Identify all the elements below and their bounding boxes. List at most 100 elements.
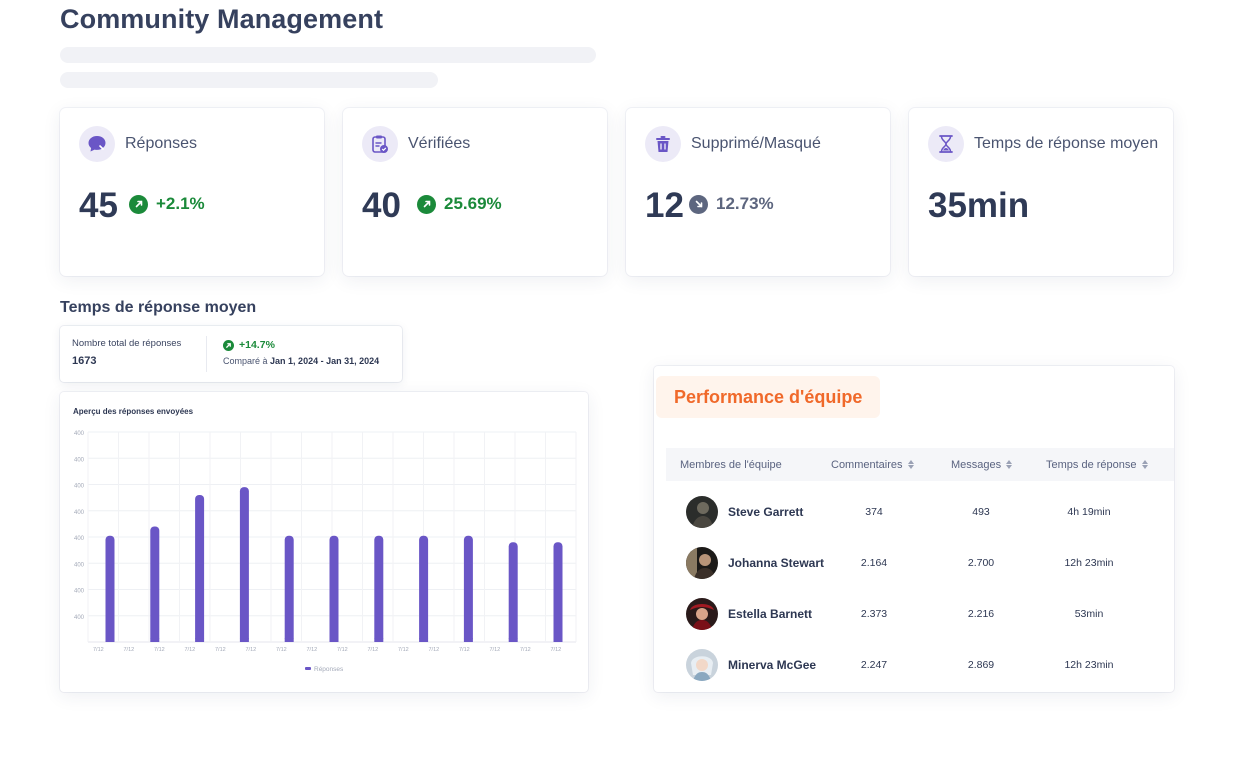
avatar bbox=[686, 598, 718, 630]
bar bbox=[374, 535, 384, 642]
clipboard-check-icon bbox=[362, 126, 398, 162]
sort-icon[interactable] bbox=[1141, 460, 1148, 469]
arrow-down-right-icon bbox=[689, 194, 708, 214]
summary-trend-value: +14.7% bbox=[239, 339, 275, 351]
x-tick-label: 7/12 bbox=[215, 647, 226, 653]
arrow-up-right-icon bbox=[223, 339, 234, 351]
x-tick-label: 7/12 bbox=[551, 647, 562, 653]
kpi-label: Temps de réponse moyen bbox=[974, 135, 1159, 152]
kpi-value: 35min bbox=[928, 186, 1030, 225]
col-messages[interactable]: Messages bbox=[951, 448, 1013, 481]
responses-chart-card: 400 400 400 400 400 400 400 400 7/12 7/12 7/12 7/12… bbox=[60, 392, 588, 692]
kpi-card-deleted: Supprimé/Masqué 12 12.73% bbox=[626, 108, 890, 276]
y-tick-label: 400 bbox=[74, 589, 85, 595]
comments-cell: 2.373 bbox=[860, 608, 888, 620]
col-response-time[interactable]: Temps de réponse bbox=[1046, 448, 1148, 481]
kpi-label: Réponses bbox=[125, 135, 198, 152]
bar bbox=[553, 542, 563, 642]
compare-range: Comparé à Jan 1, 2024 - Jan 31, 2024 bbox=[223, 356, 379, 366]
kpi-value: 12 bbox=[645, 186, 684, 225]
response-summary: Nombre total de réponses 1673 +14.7% Com… bbox=[60, 326, 402, 382]
skeleton-line bbox=[60, 47, 596, 63]
kpi-trend-value: +2.1% bbox=[156, 194, 205, 213]
compare-dates: Jan 1, 2024 - Jan 31, 2024 bbox=[270, 356, 380, 366]
x-tick-label: 7/12 bbox=[246, 647, 257, 653]
page-title: Community Management bbox=[60, 4, 384, 34]
bar bbox=[105, 535, 115, 642]
x-tick-label: 7/12 bbox=[337, 647, 348, 653]
y-tick-label: 400 bbox=[74, 457, 85, 463]
x-tick-label: 7/12 bbox=[459, 647, 470, 653]
x-tick-label: 7/12 bbox=[368, 647, 379, 653]
y-tick-label: 400 bbox=[74, 562, 85, 568]
x-tick-label: 7/12 bbox=[490, 647, 501, 653]
member-name: Estella Barnett bbox=[728, 607, 813, 621]
table-header: Membres de l'équipe Commentaires Message… bbox=[666, 448, 1174, 481]
x-tick-label: 7/12 bbox=[276, 647, 287, 653]
bar bbox=[329, 535, 339, 642]
skeleton-line bbox=[60, 72, 438, 88]
kpi-card-responses: Réponses 45 +2.1% bbox=[60, 108, 324, 276]
bar-base bbox=[463, 638, 473, 642]
comments-cell: 374 bbox=[865, 506, 883, 518]
total-label: Nombre total de réponses bbox=[72, 338, 182, 349]
member-name: Minerva McGee bbox=[728, 658, 817, 672]
responses-bar-chart: 400 400 400 400 400 400 400 400 7/12 7/12 7/12 7/12… bbox=[74, 431, 577, 673]
bar-base bbox=[553, 638, 563, 642]
legend-label: Réponses bbox=[314, 666, 344, 673]
bar-base bbox=[195, 638, 205, 642]
trash-icon bbox=[645, 126, 681, 162]
table-row[interactable]: Estella Barnett 2.373 2.216 53min bbox=[666, 584, 1174, 634]
x-tick-label: 7/12 bbox=[154, 647, 165, 653]
sort-icon[interactable] bbox=[1006, 460, 1013, 469]
x-tick-label: 7/12 bbox=[307, 647, 318, 653]
response-time-cell: 4h 19min bbox=[1067, 506, 1111, 518]
x-tick-label: 7/12 bbox=[398, 647, 409, 653]
sort-icon[interactable] bbox=[907, 460, 914, 469]
response-time-cell: 12h 23min bbox=[1064, 659, 1114, 671]
kpi-label: Supprimé/Masqué bbox=[691, 135, 821, 152]
x-tick-label: 7/12 bbox=[185, 647, 196, 653]
col-comments[interactable]: Commentaires bbox=[831, 448, 914, 481]
member-name: Steve Garrett bbox=[728, 505, 804, 519]
kpi-trend-value: 25.69% bbox=[444, 194, 502, 213]
avatar bbox=[686, 496, 718, 528]
x-tick-label: 7/12 bbox=[520, 647, 531, 653]
bar-base bbox=[150, 638, 160, 642]
table-row[interactable]: Johanna Stewart 2.164 2.700 12h 23min bbox=[666, 533, 1174, 583]
x-tick-label: 7/12 bbox=[429, 647, 440, 653]
response-time-cell: 12h 23min bbox=[1064, 557, 1114, 569]
bar-base bbox=[329, 638, 339, 642]
bar-base bbox=[105, 638, 115, 642]
arrow-up-right-icon bbox=[417, 194, 436, 214]
compare-prefix: Comparé à bbox=[223, 356, 268, 366]
messages-cell: 2.216 bbox=[967, 608, 995, 620]
bar-base bbox=[419, 638, 429, 642]
comments-cell: 2.164 bbox=[860, 557, 888, 569]
kpi-trend: +2.1% bbox=[129, 194, 205, 214]
response-time-cell: 53min bbox=[1074, 608, 1104, 620]
y-tick-label: 400 bbox=[74, 615, 85, 621]
team-performance-card: Performance d'équipe Membres de l'équipe… bbox=[654, 366, 1174, 692]
kpi-card-avg-response-time: Temps de réponse moyen 35min bbox=[909, 108, 1173, 276]
bar bbox=[239, 487, 249, 642]
hourglass-icon bbox=[928, 126, 964, 162]
bar-base bbox=[508, 638, 518, 642]
kpi-trend: 12.73% bbox=[689, 194, 774, 214]
kpi-card-verified: Vérifiées 40 25.69% bbox=[343, 108, 607, 276]
messages-cell: 493 bbox=[972, 506, 990, 518]
kpi-value: 45 bbox=[79, 186, 118, 225]
kpi-value: 40 bbox=[362, 186, 401, 225]
avatar bbox=[686, 649, 718, 681]
kpi-trend: 25.69% bbox=[417, 194, 502, 214]
table-row[interactable]: Steve Garrett 374 493 4h 19min bbox=[666, 482, 1174, 532]
section-title: Temps de réponse moyen bbox=[60, 299, 257, 316]
bar-base bbox=[374, 638, 384, 642]
member-name: Johanna Stewart bbox=[728, 556, 825, 570]
x-tick-label: 7/12 bbox=[93, 647, 104, 653]
y-tick-label: 400 bbox=[74, 431, 85, 437]
table-row[interactable]: Minerva McGee 2.247 2.869 12h 23min bbox=[666, 635, 1174, 685]
chart-title: Aperçu des réponses envoyées bbox=[73, 407, 194, 416]
y-tick-label: 400 bbox=[74, 484, 85, 490]
kpi-label: Vérifiées bbox=[408, 135, 471, 152]
